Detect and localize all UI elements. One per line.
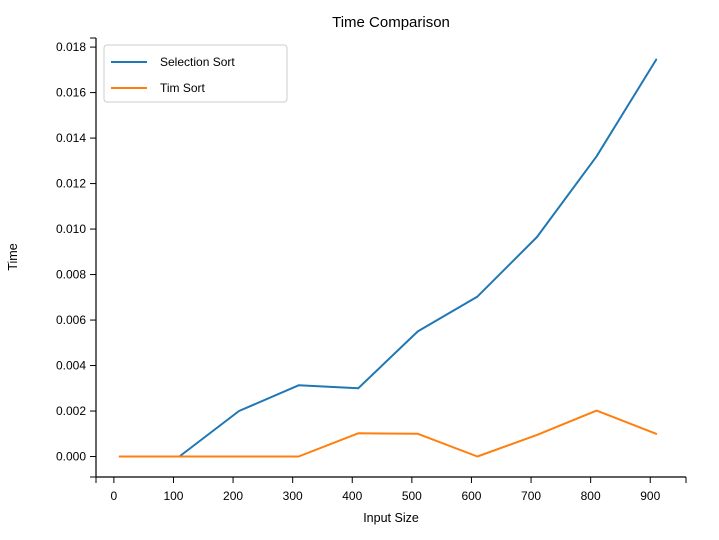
y-tick-label: 0.016 xyxy=(56,86,86,100)
y-tick-label: 0.004 xyxy=(56,359,86,373)
x-tick-label: 300 xyxy=(283,489,303,503)
legend-label: Tim Sort xyxy=(160,81,206,95)
x-tick-label: 600 xyxy=(461,489,481,503)
y-tick-label: 0.000 xyxy=(56,450,86,464)
legend-label: Selection Sort xyxy=(160,55,235,69)
y-tick-label: 0.002 xyxy=(56,404,86,418)
legend-box xyxy=(103,44,288,103)
x-tick-label: 800 xyxy=(581,489,601,503)
x-axis-label: Input Size xyxy=(363,511,419,525)
x-axis: 0 100 200 300 400 500 600 700 800 900 xyxy=(95,476,687,503)
y-tick-label: 0.012 xyxy=(56,177,86,191)
y-axis: 0.000 0.002 0.004 0.006 0.008 0.010 0.012 0.014… xyxy=(56,37,97,478)
x-tick-label: 400 xyxy=(342,489,362,503)
y-axis-label: Time xyxy=(6,243,20,270)
y-tick-label: 0.018 xyxy=(56,40,86,54)
y-tick-label: 0.010 xyxy=(56,222,86,236)
x-tick-label: 900 xyxy=(640,489,660,503)
y-tick-label: 0.008 xyxy=(56,268,86,282)
y-tick-label: 0.014 xyxy=(56,131,86,145)
legend: Selection Sort Tim Sort xyxy=(103,44,288,103)
series-line-selection-sort xyxy=(118,58,658,458)
x-tick-label: 100 xyxy=(163,489,183,503)
x-tick-label: 500 xyxy=(402,489,422,503)
series-line-tim-sort xyxy=(118,409,658,458)
x-tick-label: 0 xyxy=(111,489,118,503)
x-tick-label: 700 xyxy=(521,489,541,503)
chart-title: Time Comparison xyxy=(332,14,450,31)
y-tick-label: 0.006 xyxy=(56,313,86,327)
series-layer xyxy=(118,58,658,458)
x-tick-label: 200 xyxy=(223,489,243,503)
